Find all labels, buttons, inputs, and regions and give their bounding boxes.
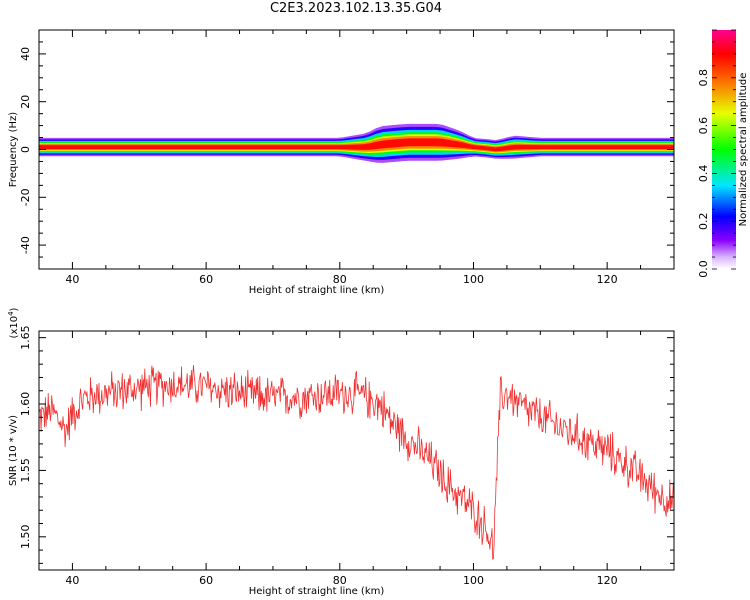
- snr-y-tick-label: 1.50: [19, 525, 32, 550]
- spectrogram-x-tick-label: 80: [333, 273, 347, 286]
- spectrogram-x-tick-label: 40: [65, 273, 79, 286]
- colorbar-tick-label: 0.8: [697, 69, 710, 87]
- colorbar-tick-label: 0.2: [697, 212, 710, 230]
- snr-y-tick-label: 1.65: [19, 325, 32, 350]
- spectrogram-y-tick-label: 20: [19, 95, 32, 109]
- spectrogram-x-tick-label: 60: [199, 273, 213, 286]
- spectral-contour-band: [39, 138, 674, 152]
- colorbar-title: Normalized spectral amplitude: [738, 73, 749, 227]
- snr-y-multiplier: (x104): [7, 307, 20, 338]
- spectrogram-x-axis-title: Height of straight line (km): [249, 285, 385, 296]
- spectrogram-y-tick-label: -40: [19, 236, 32, 254]
- snr-x-tick-label: 40: [65, 574, 79, 587]
- snr-x-tick-label: 100: [463, 574, 484, 587]
- snr-plot-frame: [38, 330, 675, 571]
- snr-multiplier-base: (x10: [9, 316, 20, 339]
- snr-x-axis-title: Height of straight line (km): [249, 586, 385, 597]
- snr-x-tick-label: 120: [597, 574, 618, 587]
- colorbar-tick-label: 0.6: [697, 117, 710, 135]
- spectrogram-y-tick-label: 40: [19, 47, 32, 61]
- snr-x-tick-label: 60: [199, 574, 213, 587]
- spectrogram-y-tick-label: 0: [19, 146, 32, 153]
- snr-y-tick-label: 1.60: [19, 392, 32, 417]
- snr-line-layer: [39, 364, 674, 560]
- snr-y-tick-label: 1.55: [19, 458, 32, 483]
- snr-multiplier-close: ): [9, 307, 20, 311]
- snr-x-tick-label: 80: [333, 574, 347, 587]
- snr-y-axis-title: SNR (10 * v/v): [8, 415, 19, 486]
- spectrogram-y-tick-label: -20: [19, 188, 32, 206]
- spectrogram-layer: [39, 123, 674, 163]
- chart-title: C2E3.2023.102.13.35.G04: [269, 1, 443, 16]
- colorbar-gradient: [712, 30, 736, 269]
- spectrogram-x-tick-label: 100: [463, 273, 484, 286]
- spectrogram-y-axis-title: Frequency (Hz): [8, 112, 19, 188]
- spectrogram-x-tick-label: 120: [597, 273, 618, 286]
- snr-multiplier-exponent: 4: [7, 311, 15, 316]
- colorbar-tick-label: 0.4: [697, 165, 710, 183]
- snr-series-line: [39, 364, 674, 560]
- colorbar-tick-label: 0.0: [697, 260, 710, 278]
